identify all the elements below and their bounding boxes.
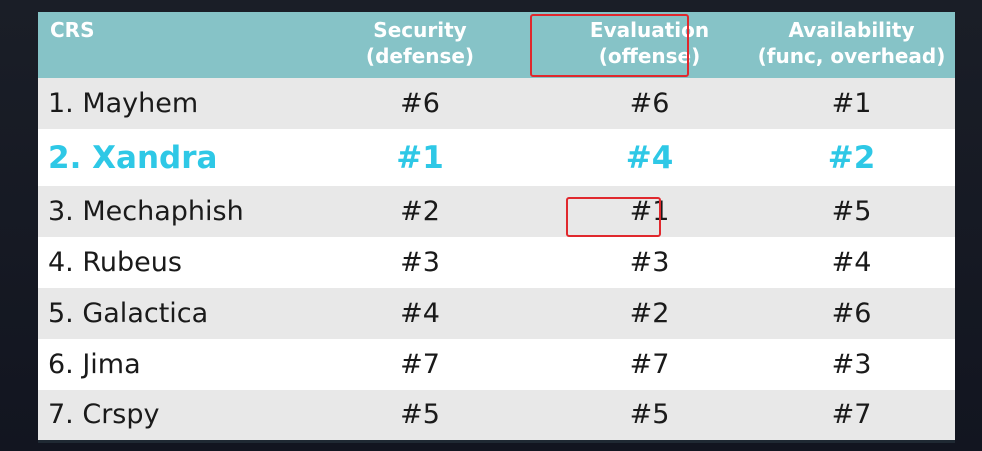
row-security: #3 xyxy=(400,247,440,278)
row-availability: #7 xyxy=(748,390,955,443)
row-name: 1. Mayhem xyxy=(48,88,199,119)
row-evaluation: #7 xyxy=(629,349,670,380)
header-crs: CRS xyxy=(38,12,289,78)
row-name: 3. Mechaphish xyxy=(48,196,244,227)
row-availability: #5 xyxy=(831,196,872,227)
row-availability: #2 xyxy=(827,139,876,176)
crs-ranking-table: CRS Security (defense) Evaluation (offen… xyxy=(38,12,955,443)
row-evaluation: #5 xyxy=(551,390,748,443)
table-row-highlighted: 2. Xandra #1 #4 #2 xyxy=(38,129,955,186)
crs-ranking-table-container: CRS Security (defense) Evaluation (offen… xyxy=(38,12,955,443)
row-evaluation: #3 xyxy=(629,247,670,278)
row-security: #1 xyxy=(396,139,444,176)
row-name: 2. Xandra xyxy=(48,139,218,176)
row-availability: #1 xyxy=(831,88,872,119)
table-row: 7. Crspy #5 #5 #7 xyxy=(38,390,955,443)
row-evaluation: #1 xyxy=(629,196,670,227)
table-header-row: CRS Security (defense) Evaluation (offen… xyxy=(38,12,955,78)
row-evaluation: #2 xyxy=(629,298,670,329)
header-availability: Availability (func, overhead) xyxy=(748,12,955,78)
row-availability: #4 xyxy=(831,247,872,278)
table-row: 4. Rubeus #3 #3 #4 xyxy=(38,237,955,288)
header-evaluation: Evaluation (offense) xyxy=(551,12,748,78)
row-security: #7 xyxy=(400,349,440,380)
table-row: 5. Galactica #4 #2 #6 xyxy=(38,288,955,339)
row-security: #2 xyxy=(400,196,440,227)
header-security: Security (defense) xyxy=(289,12,551,78)
header-evaluation-title: Evaluation xyxy=(589,18,710,42)
row-name: 6. Jima xyxy=(48,349,141,380)
row-security: #6 xyxy=(400,88,440,119)
header-security-title: Security xyxy=(373,18,467,42)
row-availability: #6 xyxy=(831,298,872,329)
row-security: #5 xyxy=(289,390,551,443)
row-availability: #3 xyxy=(831,349,872,380)
header-crs-label: CRS xyxy=(50,18,95,42)
row-name: 7. Crspy xyxy=(38,390,289,443)
row-name: 4. Rubeus xyxy=(48,247,182,278)
header-availability-subtitle: (func, overhead) xyxy=(757,44,946,68)
row-security: #4 xyxy=(400,298,440,329)
table-row: 6. Jima #7 #7 #3 xyxy=(38,339,955,390)
table-row: 3. Mechaphish #2 #1 #5 xyxy=(38,186,955,237)
table-row: 1. Mayhem #6 #6 #1 xyxy=(38,78,955,129)
row-evaluation: #4 xyxy=(625,139,674,176)
row-evaluation: #6 xyxy=(629,88,670,119)
header-availability-title: Availability xyxy=(788,18,915,42)
header-security-subtitle: (defense) xyxy=(365,44,475,68)
row-name: 5. Galactica xyxy=(48,298,209,329)
header-evaluation-subtitle: (offense) xyxy=(598,44,701,68)
